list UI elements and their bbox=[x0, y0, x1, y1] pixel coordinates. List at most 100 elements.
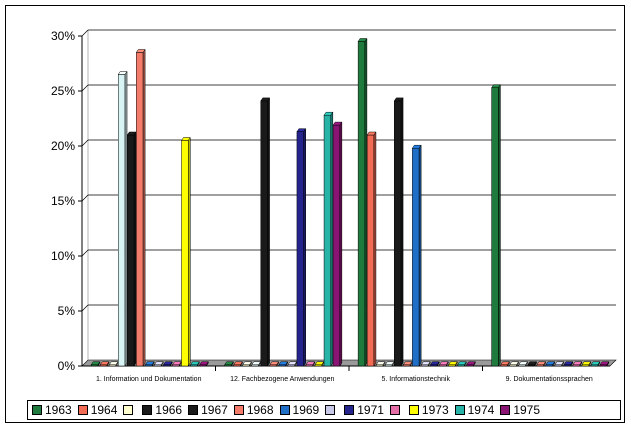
legend-swatch bbox=[279, 405, 290, 415]
legend-label: 1973 bbox=[421, 403, 449, 417]
bar-side bbox=[106, 360, 110, 367]
legend-swatch bbox=[325, 405, 336, 415]
bar bbox=[135, 48, 146, 367]
bar bbox=[393, 97, 404, 367]
bar-side bbox=[303, 127, 306, 367]
bar-side bbox=[124, 70, 128, 367]
bar-side bbox=[409, 360, 413, 367]
bar-side bbox=[498, 83, 501, 367]
bar-side bbox=[561, 360, 564, 367]
bar-front bbox=[357, 41, 366, 367]
legend: 1963 1964 1966 1967 1968 1969 1971 1973 1974 1975 bbox=[27, 400, 621, 420]
legend-item: 1967 bbox=[188, 403, 228, 417]
bar bbox=[278, 360, 289, 367]
bar bbox=[260, 97, 271, 367]
bar bbox=[172, 360, 182, 367]
bar bbox=[108, 360, 119, 367]
bar-front bbox=[366, 134, 375, 367]
plot-wall bbox=[82, 30, 616, 366]
bar-side bbox=[455, 360, 458, 367]
bar-side bbox=[231, 360, 234, 367]
legend-swatch bbox=[408, 405, 419, 415]
bar bbox=[554, 360, 565, 367]
bar-side bbox=[579, 360, 583, 367]
bar bbox=[144, 360, 155, 367]
bar bbox=[420, 360, 431, 367]
bar-side bbox=[133, 131, 137, 367]
bar-side bbox=[606, 360, 610, 367]
bar-side bbox=[364, 37, 368, 367]
bar bbox=[375, 360, 386, 367]
bar bbox=[323, 111, 334, 367]
bar bbox=[366, 131, 377, 367]
y-tick-label: 25% bbox=[51, 84, 75, 98]
bar bbox=[296, 127, 307, 367]
y-tick-label: 0% bbox=[58, 359, 76, 373]
bar bbox=[190, 360, 200, 367]
bar bbox=[572, 360, 583, 367]
bar bbox=[457, 360, 467, 367]
grid-line-depth bbox=[81, 304, 89, 312]
bar bbox=[384, 360, 395, 367]
legend-label: 1974 bbox=[467, 403, 495, 417]
grid-line-depth bbox=[81, 84, 89, 92]
bar bbox=[269, 360, 280, 367]
grid-line-depth bbox=[81, 194, 89, 202]
bar bbox=[500, 360, 510, 367]
bar-side bbox=[418, 144, 422, 367]
legend-swatch bbox=[344, 405, 355, 415]
bar bbox=[429, 360, 440, 367]
legend-item: 1966 bbox=[142, 403, 182, 417]
bar-side bbox=[312, 360, 316, 367]
bar-side bbox=[179, 360, 182, 367]
bar bbox=[563, 360, 574, 367]
bar bbox=[527, 360, 538, 367]
x-category-label: 5. Informationstechnik bbox=[382, 376, 451, 383]
bar-side bbox=[516, 360, 519, 367]
bar-side bbox=[400, 97, 404, 367]
legend-label: 1969 bbox=[292, 403, 320, 417]
legend-label: 1963 bbox=[45, 403, 72, 417]
bar bbox=[117, 70, 128, 367]
bar bbox=[581, 360, 592, 367]
bar-side bbox=[285, 360, 288, 367]
bar bbox=[90, 360, 101, 367]
bar bbox=[242, 360, 252, 367]
bar-front bbox=[127, 134, 135, 367]
bar bbox=[126, 131, 137, 367]
legend-swatch bbox=[77, 405, 88, 415]
bar-side bbox=[276, 360, 279, 367]
legend-item: 1973 bbox=[408, 403, 449, 417]
bar-side bbox=[473, 360, 476, 367]
legend-label: 1971 bbox=[357, 403, 384, 417]
bar bbox=[509, 360, 519, 367]
bar bbox=[545, 360, 556, 367]
bar-side bbox=[597, 360, 601, 367]
bar-side bbox=[188, 136, 191, 367]
bar-front bbox=[117, 74, 126, 367]
bar bbox=[224, 360, 234, 367]
legend-item: 1968 bbox=[233, 403, 274, 417]
bar-front bbox=[136, 52, 144, 367]
legend-swatch bbox=[500, 405, 511, 415]
grid-line-depth bbox=[81, 249, 89, 257]
bar-side bbox=[436, 360, 440, 367]
bar-side bbox=[160, 360, 164, 367]
bar-side bbox=[552, 360, 555, 367]
x-category-label: 9. Dokumentationssprachen bbox=[506, 376, 593, 383]
bar-side bbox=[142, 48, 146, 367]
bar bbox=[590, 360, 601, 367]
bar-side bbox=[525, 360, 528, 367]
bar-front bbox=[260, 100, 268, 367]
bar bbox=[439, 360, 449, 367]
bar bbox=[181, 136, 191, 367]
bar bbox=[162, 360, 173, 367]
bar-side bbox=[588, 360, 592, 367]
bar bbox=[491, 83, 501, 367]
bar bbox=[99, 360, 110, 367]
legend-label: 1964 bbox=[90, 403, 118, 417]
bar-front bbox=[296, 131, 304, 367]
bar-front bbox=[181, 140, 189, 367]
bar-side bbox=[267, 97, 270, 367]
